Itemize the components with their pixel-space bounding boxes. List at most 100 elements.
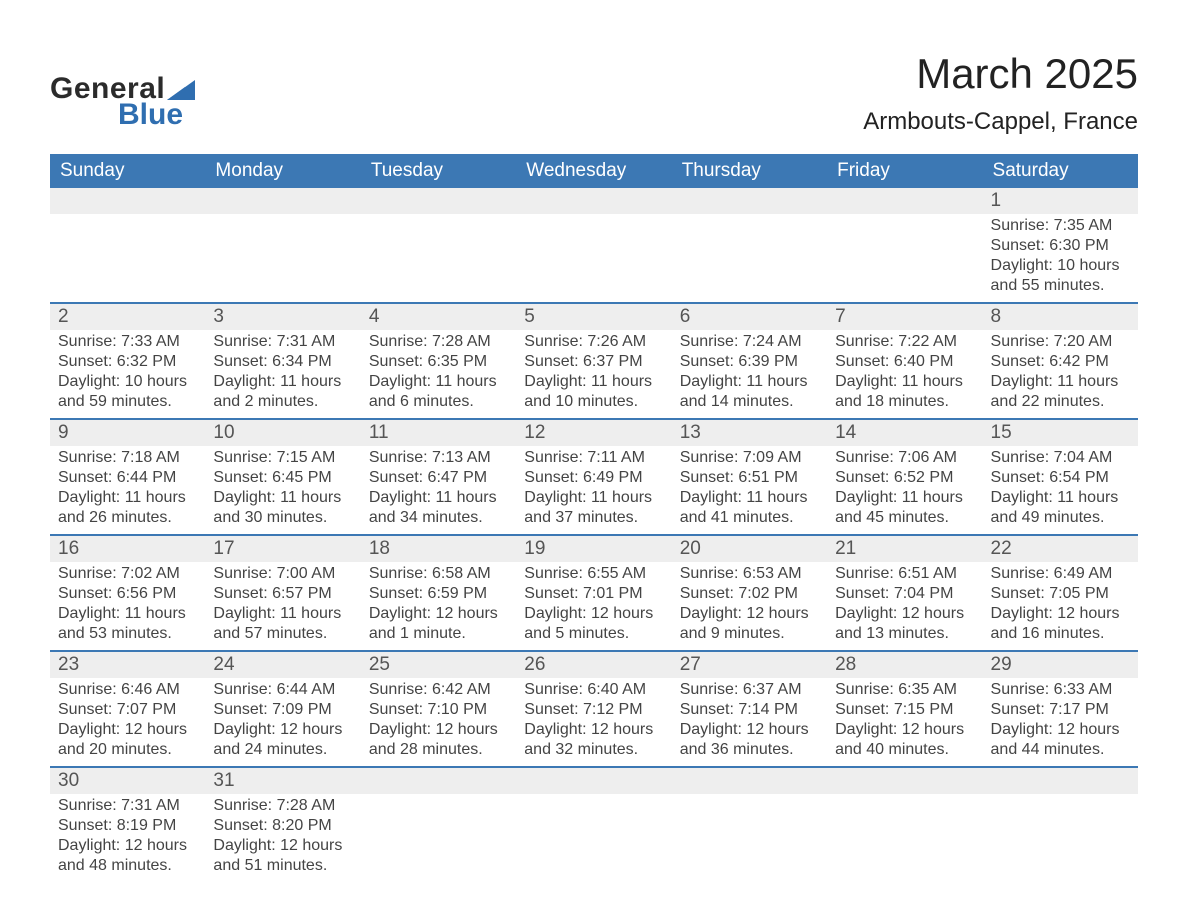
calendar-cell bbox=[827, 188, 982, 303]
sunrise-text: Sunrise: 6:55 AM bbox=[524, 564, 663, 584]
calendar-cell: 4Sunrise: 7:28 AMSunset: 6:35 PMDaylight… bbox=[361, 303, 516, 419]
daylight1-text: Daylight: 12 hours bbox=[213, 720, 352, 740]
calendar-cell: 14Sunrise: 7:06 AMSunset: 6:52 PMDayligh… bbox=[827, 419, 982, 535]
day-number: 31 bbox=[205, 768, 360, 794]
daylight1-text: Daylight: 11 hours bbox=[835, 372, 974, 392]
day-number: 11 bbox=[361, 420, 516, 446]
day-content: Sunrise: 6:40 AMSunset: 7:12 PMDaylight:… bbox=[516, 678, 671, 766]
day-content: Sunrise: 7:09 AMSunset: 6:51 PMDaylight:… bbox=[672, 446, 827, 534]
sunrise-text: Sunrise: 6:42 AM bbox=[369, 680, 508, 700]
sunset-text: Sunset: 6:54 PM bbox=[991, 468, 1130, 488]
daylight2-text: and 20 minutes. bbox=[58, 740, 197, 760]
calendar-cell: 23Sunrise: 6:46 AMSunset: 7:07 PMDayligh… bbox=[50, 651, 205, 767]
sunset-text: Sunset: 7:05 PM bbox=[991, 584, 1130, 604]
daylight2-text: and 45 minutes. bbox=[835, 508, 974, 528]
empty-day-number bbox=[672, 768, 827, 794]
sunrise-text: Sunrise: 6:49 AM bbox=[991, 564, 1130, 584]
day-content: Sunrise: 6:33 AMSunset: 7:17 PMDaylight:… bbox=[983, 678, 1138, 766]
sunset-text: Sunset: 6:34 PM bbox=[213, 352, 352, 372]
sunset-text: Sunset: 7:12 PM bbox=[524, 700, 663, 720]
sunrise-text: Sunrise: 7:31 AM bbox=[58, 796, 197, 816]
day-content: Sunrise: 6:35 AMSunset: 7:15 PMDaylight:… bbox=[827, 678, 982, 766]
daylight2-text: and 44 minutes. bbox=[991, 740, 1130, 760]
daylight1-text: Daylight: 12 hours bbox=[991, 720, 1130, 740]
sunset-text: Sunset: 8:20 PM bbox=[213, 816, 352, 836]
day-header: Thursday bbox=[672, 154, 827, 188]
calendar-cell: 16Sunrise: 7:02 AMSunset: 6:56 PMDayligh… bbox=[50, 535, 205, 651]
day-number: 4 bbox=[361, 304, 516, 330]
day-content: Sunrise: 7:20 AMSunset: 6:42 PMDaylight:… bbox=[983, 330, 1138, 418]
daylight1-text: Daylight: 11 hours bbox=[213, 372, 352, 392]
day-content: Sunrise: 7:22 AMSunset: 6:40 PMDaylight:… bbox=[827, 330, 982, 418]
daylight1-text: Daylight: 12 hours bbox=[680, 604, 819, 624]
daylight2-text: and 14 minutes. bbox=[680, 392, 819, 412]
day-content: Sunrise: 7:13 AMSunset: 6:47 PMDaylight:… bbox=[361, 446, 516, 534]
daylight2-text: and 49 minutes. bbox=[991, 508, 1130, 528]
sunrise-text: Sunrise: 6:33 AM bbox=[991, 680, 1130, 700]
calendar-cell: 22Sunrise: 6:49 AMSunset: 7:05 PMDayligh… bbox=[983, 535, 1138, 651]
daylight1-text: Daylight: 12 hours bbox=[524, 604, 663, 624]
day-content: Sunrise: 7:28 AMSunset: 8:20 PMDaylight:… bbox=[205, 794, 360, 882]
calendar-week-row: 16Sunrise: 7:02 AMSunset: 6:56 PMDayligh… bbox=[50, 535, 1138, 651]
day-content: Sunrise: 6:55 AMSunset: 7:01 PMDaylight:… bbox=[516, 562, 671, 650]
empty-day-number bbox=[827, 768, 982, 794]
sunrise-text: Sunrise: 7:33 AM bbox=[58, 332, 197, 352]
sunrise-text: Sunrise: 7:28 AM bbox=[369, 332, 508, 352]
empty-day-content bbox=[516, 794, 671, 822]
calendar-cell: 6Sunrise: 7:24 AMSunset: 6:39 PMDaylight… bbox=[672, 303, 827, 419]
calendar-header-row: Sunday Monday Tuesday Wednesday Thursday… bbox=[50, 154, 1138, 188]
sunrise-text: Sunrise: 7:06 AM bbox=[835, 448, 974, 468]
day-content: Sunrise: 7:00 AMSunset: 6:57 PMDaylight:… bbox=[205, 562, 360, 650]
calendar-cell: 27Sunrise: 6:37 AMSunset: 7:14 PMDayligh… bbox=[672, 651, 827, 767]
sunrise-text: Sunrise: 7:35 AM bbox=[991, 216, 1130, 236]
day-content: Sunrise: 6:42 AMSunset: 7:10 PMDaylight:… bbox=[361, 678, 516, 766]
day-header: Monday bbox=[205, 154, 360, 188]
day-header: Friday bbox=[827, 154, 982, 188]
empty-day-content bbox=[827, 794, 982, 822]
month-title: March 2025 bbox=[863, 50, 1138, 98]
sunset-text: Sunset: 7:07 PM bbox=[58, 700, 197, 720]
sunset-text: Sunset: 6:47 PM bbox=[369, 468, 508, 488]
daylight1-text: Daylight: 12 hours bbox=[835, 720, 974, 740]
sunrise-text: Sunrise: 6:58 AM bbox=[369, 564, 508, 584]
empty-day-number bbox=[827, 188, 982, 214]
day-content: Sunrise: 7:02 AMSunset: 6:56 PMDaylight:… bbox=[50, 562, 205, 650]
calendar-cell: 11Sunrise: 7:13 AMSunset: 6:47 PMDayligh… bbox=[361, 419, 516, 535]
day-number: 28 bbox=[827, 652, 982, 678]
sunrise-text: Sunrise: 7:11 AM bbox=[524, 448, 663, 468]
daylight2-text: and 51 minutes. bbox=[213, 856, 352, 876]
day-header: Sunday bbox=[50, 154, 205, 188]
daylight1-text: Daylight: 12 hours bbox=[991, 604, 1130, 624]
daylight2-text: and 16 minutes. bbox=[991, 624, 1130, 644]
day-number: 16 bbox=[50, 536, 205, 562]
sunset-text: Sunset: 6:56 PM bbox=[58, 584, 197, 604]
sunrise-text: Sunrise: 7:24 AM bbox=[680, 332, 819, 352]
calendar-cell bbox=[672, 188, 827, 303]
calendar-cell: 1Sunrise: 7:35 AMSunset: 6:30 PMDaylight… bbox=[983, 188, 1138, 303]
calendar-cell bbox=[516, 188, 671, 303]
title-block: March 2025 Armbouts-Cappel, France bbox=[863, 50, 1138, 136]
daylight2-text: and 18 minutes. bbox=[835, 392, 974, 412]
calendar-cell: 7Sunrise: 7:22 AMSunset: 6:40 PMDaylight… bbox=[827, 303, 982, 419]
calendar-week-row: 1Sunrise: 7:35 AMSunset: 6:30 PMDaylight… bbox=[50, 188, 1138, 303]
daylight2-text: and 37 minutes. bbox=[524, 508, 663, 528]
calendar-cell: 5Sunrise: 7:26 AMSunset: 6:37 PMDaylight… bbox=[516, 303, 671, 419]
daylight1-text: Daylight: 12 hours bbox=[58, 836, 197, 856]
daylight2-text: and 57 minutes. bbox=[213, 624, 352, 644]
daylight1-text: Daylight: 11 hours bbox=[991, 372, 1130, 392]
daylight1-text: Daylight: 12 hours bbox=[680, 720, 819, 740]
daylight2-text: and 41 minutes. bbox=[680, 508, 819, 528]
sunrise-text: Sunrise: 7:20 AM bbox=[991, 332, 1130, 352]
sunrise-text: Sunrise: 7:15 AM bbox=[213, 448, 352, 468]
daylight2-text: and 53 minutes. bbox=[58, 624, 197, 644]
calendar-cell: 25Sunrise: 6:42 AMSunset: 7:10 PMDayligh… bbox=[361, 651, 516, 767]
day-header: Wednesday bbox=[516, 154, 671, 188]
daylight2-text: and 40 minutes. bbox=[835, 740, 974, 760]
day-content: Sunrise: 7:33 AMSunset: 6:32 PMDaylight:… bbox=[50, 330, 205, 418]
daylight1-text: Daylight: 11 hours bbox=[369, 372, 508, 392]
day-header: Saturday bbox=[983, 154, 1138, 188]
sunset-text: Sunset: 6:45 PM bbox=[213, 468, 352, 488]
sunset-text: Sunset: 6:37 PM bbox=[524, 352, 663, 372]
calendar-cell: 3Sunrise: 7:31 AMSunset: 6:34 PMDaylight… bbox=[205, 303, 360, 419]
sunrise-text: Sunrise: 6:46 AM bbox=[58, 680, 197, 700]
